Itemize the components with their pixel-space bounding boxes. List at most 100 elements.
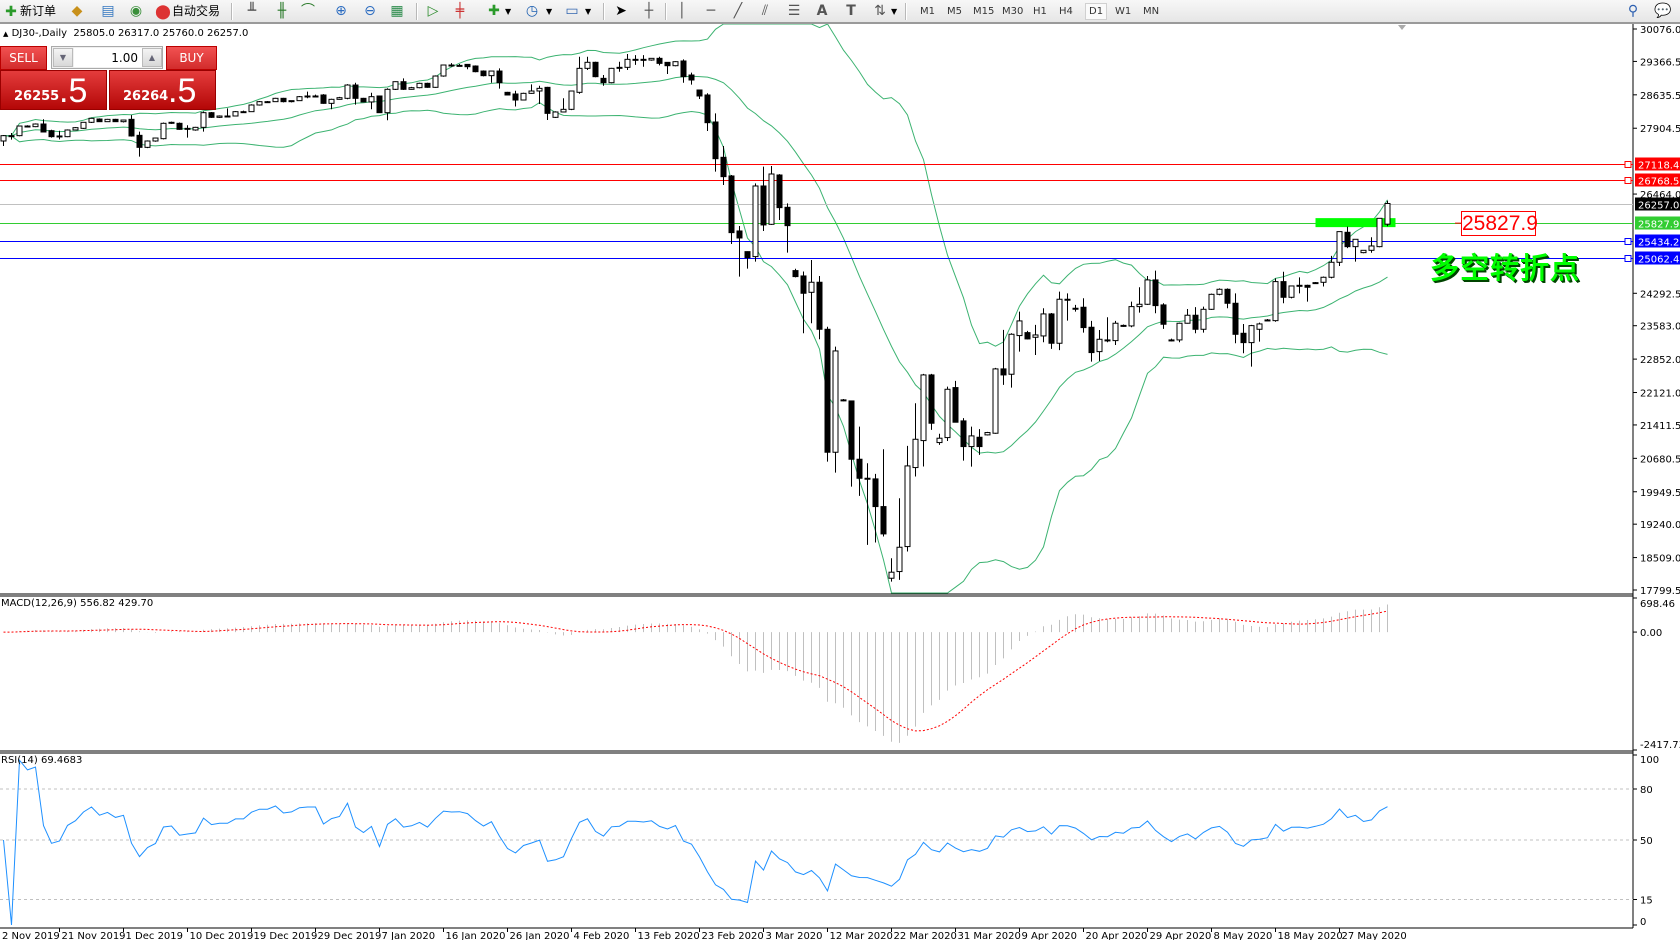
new-order-button[interactable]: ✚ 新订单 [2, 2, 56, 21]
candle [896, 498, 903, 580]
candle [384, 88, 391, 121]
crosshair-icon[interactable]: ┼ [644, 3, 654, 19]
candle [1384, 200, 1391, 227]
equidistant-channel-icon[interactable]: ⫽ [761, 3, 769, 19]
arrows-dropdown-icon[interactable]: ▼ [891, 7, 898, 16]
bear-candle-body [96, 118, 103, 123]
timeframe-d1[interactable]: D1 [1085, 3, 1108, 20]
vertical-line-icon[interactable]: │ [677, 3, 687, 19]
buy-button[interactable]: BUY [166, 46, 217, 70]
fibonacci-icon[interactable]: ☰ [787, 3, 801, 19]
collapse-triangle-icon[interactable]: ▲ [3, 30, 9, 38]
price-tag-label: 25827.9 [1638, 220, 1679, 231]
indicators-dropdown-icon[interactable]: ▼ [505, 7, 512, 16]
new-order-label: 新订单 [20, 4, 57, 18]
sell-price-button[interactable]: 26255 .5 [0, 70, 107, 110]
tile-windows-icon[interactable]: ▦ [390, 3, 404, 19]
bear-candle-body [48, 130, 55, 138]
buy-price-button[interactable]: 26264 .5 [109, 70, 216, 110]
timeframe-m15[interactable]: M15 [973, 6, 995, 17]
candle [1032, 324, 1039, 355]
bear-candle-body [1152, 279, 1159, 307]
bull-candle-body [576, 67, 583, 93]
bull-candle-body [1200, 308, 1207, 330]
reversal-point-annotation[interactable]: 多空转折点 [1430, 251, 1581, 285]
candle [1360, 249, 1367, 254]
candle [544, 86, 551, 120]
timeframe-h1[interactable]: H1 [1033, 6, 1047, 17]
sell-button[interactable]: SELL [0, 46, 47, 70]
bar-chart-icon[interactable]: ╨ [247, 3, 257, 19]
timeframe-h4[interactable]: H4 [1059, 6, 1073, 17]
bull-candle-body [1328, 261, 1335, 278]
bear-candle-body [824, 328, 831, 453]
zoom-out-icon[interactable]: ⊖ [364, 3, 376, 19]
chat-icon[interactable]: 💬 [1654, 3, 1672, 19]
price-tick-label: 22852.0 [1640, 355, 1680, 366]
bollinger-lower-band [3, 102, 1388, 594]
lot-increase-button[interactable]: ▲ [142, 48, 162, 67]
timeframe-m30[interactable]: M30 [1002, 6, 1024, 17]
timeframe-w1[interactable]: W1 [1115, 6, 1132, 17]
bear-candle-body [128, 118, 135, 137]
bull-candle-body [1376, 217, 1383, 248]
text-label-icon[interactable]: T [846, 3, 856, 19]
bear-candle-body [280, 97, 287, 103]
candle [224, 108, 231, 118]
timeframe-m1[interactable]: M1 [920, 6, 935, 17]
candle [872, 473, 879, 543]
bull-candle-body [56, 135, 63, 138]
cursor-icon[interactable]: ➤ [615, 3, 627, 19]
bull-candle-body [1008, 333, 1015, 375]
zoom-in-icon[interactable]: ⊕ [335, 3, 347, 19]
bear-candle-body [1000, 368, 1007, 376]
bull-candle-body [1040, 313, 1047, 337]
bear-candle-body [600, 77, 607, 84]
search-icon[interactable]: ⚲ [1627, 3, 1639, 19]
bull-candle-body [1176, 322, 1183, 341]
trendline-icon[interactable]: ╱ [733, 3, 743, 19]
rsi-tick-label: 50 [1640, 836, 1653, 847]
templates-icon[interactable]: ▭ [565, 3, 579, 19]
periods-dropdown-icon[interactable]: ▼ [546, 7, 553, 16]
horizontal-line-icon[interactable]: ─ [706, 3, 716, 19]
market-watch-icon[interactable]: ◆ [71, 3, 83, 19]
price-tick-label: 26464.0 [1640, 190, 1680, 201]
periods-clock-icon[interactable]: ◷ [525, 3, 539, 19]
candle [32, 123, 39, 128]
lot-size-input[interactable] [74, 48, 142, 67]
candle [1336, 231, 1343, 266]
time-tick-label: 2 Nov 2019 [2, 931, 60, 940]
candle [208, 111, 215, 118]
bear-candle-body [448, 64, 455, 67]
navigator-icon[interactable]: ◉ [129, 3, 143, 19]
indicators-icon[interactable]: ✚ [488, 3, 500, 19]
chart-shift-icon[interactable]: ╪ [455, 3, 465, 19]
data-window-icon[interactable]: ▤ [101, 3, 115, 19]
rsi-line [3, 758, 1388, 926]
candle [560, 98, 567, 113]
candlestick-chart-icon[interactable]: ╫ [277, 3, 287, 19]
text-icon[interactable]: A [816, 3, 828, 19]
price-annotation-box[interactable]: 25827.9 [1461, 211, 1538, 236]
templates-dropdown-icon[interactable]: ▼ [585, 7, 592, 16]
lot-decrease-button[interactable]: ▼ [53, 48, 73, 67]
candle [80, 121, 87, 129]
bull-candle-body [984, 432, 991, 436]
auto-trading-button[interactable]: ⬤ 自动交易 [154, 2, 220, 21]
line-chart-icon[interactable]: ⌒ [301, 3, 315, 19]
chart-shift-marker [1398, 25, 1406, 30]
bull-candle-body [416, 82, 423, 89]
candle [800, 271, 807, 334]
candle [1376, 217, 1383, 248]
bull-candle-body [616, 66, 623, 69]
auto-scroll-icon[interactable]: ▷ [427, 3, 439, 19]
arrows-icon[interactable]: ⇅ [874, 3, 886, 19]
candle [184, 125, 191, 138]
timeframe-mn[interactable]: MN [1143, 6, 1160, 17]
time-tick-label: 19 Dec 2019 [254, 931, 318, 940]
candle [336, 96, 343, 100]
timeframe-m5[interactable]: M5 [947, 6, 962, 17]
candle [24, 125, 31, 128]
